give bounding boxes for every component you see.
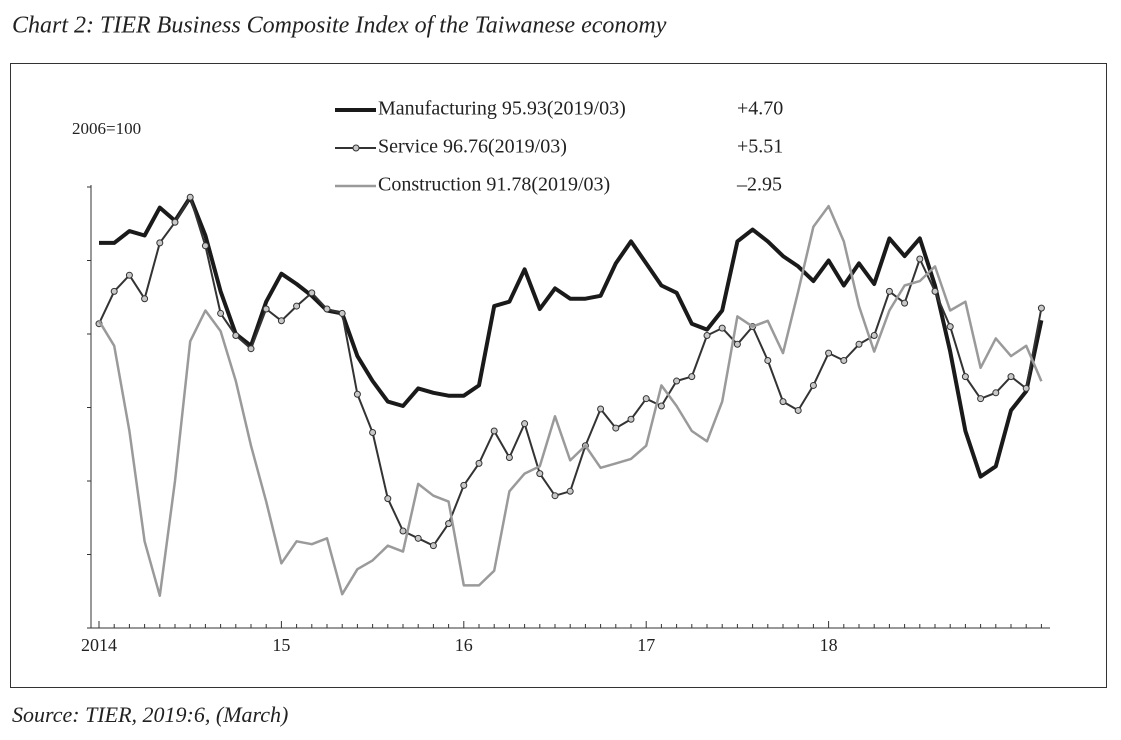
series-marker — [186, 193, 194, 201]
series-marker — [308, 289, 316, 297]
series-marker — [293, 302, 301, 310]
legend-change: –2.95 — [736, 174, 782, 196]
series-line — [97, 204, 1043, 597]
series-marker — [688, 373, 696, 381]
series-marker — [217, 309, 225, 317]
series-marker — [1037, 304, 1045, 312]
series-marker — [323, 305, 331, 313]
frame — [10, 63, 1107, 688]
series-marker — [490, 427, 498, 435]
source: Source: TIER, 2019:6, (March) — [12, 702, 288, 727]
series-marker — [171, 218, 179, 226]
legend-label: Service 96.76(2019/03) — [378, 136, 567, 158]
series-marker — [673, 377, 681, 385]
series-marker — [992, 389, 1000, 397]
series-marker — [429, 542, 437, 550]
series-marker — [521, 420, 529, 428]
series-marker — [657, 402, 665, 410]
series-marker — [445, 520, 453, 528]
series-marker — [156, 239, 164, 247]
legend-label: Manufacturing 95.93(2019/03) — [378, 98, 626, 120]
legend-change: +4.70 — [737, 98, 783, 120]
series-marker — [141, 295, 149, 303]
x-tick-label: 17 — [637, 635, 655, 655]
x-tick-label: 16 — [455, 635, 473, 655]
series-marker — [718, 324, 726, 332]
series-marker — [551, 492, 559, 500]
series-marker — [825, 349, 833, 357]
series-marker — [703, 331, 711, 339]
y-axis-label: 2006=100 — [72, 119, 141, 138]
series-marker — [733, 340, 741, 348]
series-marker — [901, 299, 909, 307]
series-marker — [338, 309, 346, 317]
series-marker — [384, 495, 392, 503]
legend-marker — [352, 144, 360, 152]
series-marker — [779, 398, 787, 406]
series-marker — [794, 406, 802, 414]
series-marker — [460, 481, 468, 489]
series-marker — [916, 255, 924, 263]
series-marker — [232, 331, 240, 339]
series-marker — [855, 340, 863, 348]
series-marker — [642, 395, 650, 403]
series-marker — [110, 287, 118, 295]
legend-label: Construction 91.78(2019/03) — [378, 174, 610, 196]
series-marker — [627, 415, 635, 423]
series-marker — [475, 459, 483, 467]
series-marker — [1022, 384, 1030, 392]
x-tick-label: 15 — [272, 635, 290, 655]
legend-change: +5.51 — [737, 136, 783, 158]
x-tick-label: 2014 — [81, 635, 117, 655]
series-marker — [399, 527, 407, 535]
series-marker — [125, 271, 133, 279]
x-tick-label: 18 — [820, 635, 838, 655]
series-marker — [870, 331, 878, 339]
series-marker — [414, 534, 422, 542]
series-marker — [931, 287, 939, 295]
series-marker — [840, 356, 848, 364]
series-marker — [885, 287, 893, 295]
series-marker — [961, 373, 969, 381]
series-marker — [247, 345, 255, 353]
series-marker — [369, 428, 377, 436]
chart-title: Chart 2: TIER Business Composite Index o… — [12, 13, 667, 39]
series-marker — [809, 381, 817, 389]
series-marker — [505, 453, 513, 461]
series-marker — [277, 317, 285, 325]
series-marker — [946, 323, 954, 331]
series-marker — [597, 405, 605, 413]
series-marker — [201, 242, 209, 250]
series-marker — [612, 424, 620, 432]
series-marker — [262, 305, 270, 313]
series-marker — [536, 470, 544, 478]
series-marker — [764, 356, 772, 364]
series-marker — [353, 390, 361, 398]
series-marker — [977, 395, 985, 403]
series-marker — [566, 487, 574, 495]
series-line — [99, 195, 1044, 479]
series-marker — [1007, 373, 1015, 381]
